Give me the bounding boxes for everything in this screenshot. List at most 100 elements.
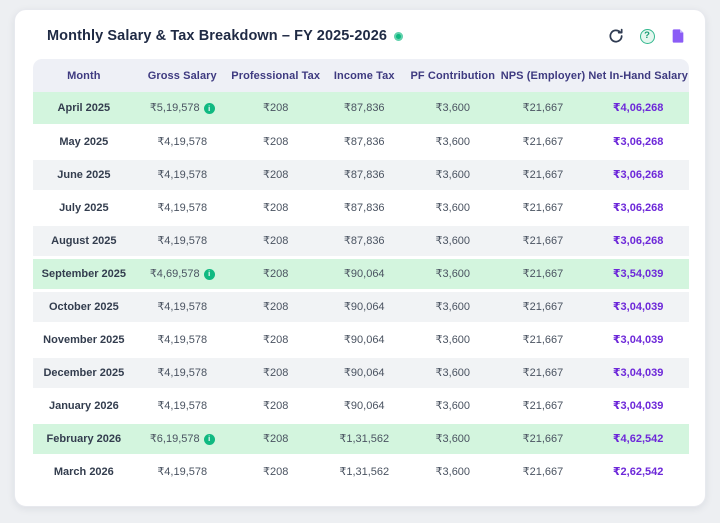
table-row[interactable]: February 2026 ₹6,19,578 i ₹208 ₹1,31,562 ₹3,6… [33,422,689,457]
cell-income-tax: ₹90,064 [321,257,407,292]
cell-net-in-hand: ₹3,06,268 [587,158,689,193]
cell-professional-tax: ₹208 [229,125,322,160]
cell-net-in-hand: ₹3,04,039 [587,323,689,358]
refresh-button[interactable] [607,27,625,45]
cell-income-tax: ₹90,064 [321,290,407,325]
cell-nps-employer: ₹21,667 [498,92,588,127]
col-header-nps-employer: NPS (Employer) [498,59,588,92]
col-header-income-tax: Income Tax [321,59,407,92]
cell-income-tax: ₹87,836 [321,224,407,259]
table-row[interactable]: July 2025 ₹4,19,578 ₹208 ₹87,836 ₹3,600 ₹21,6… [33,191,689,226]
gross-info-icon[interactable]: i [203,102,215,114]
table-row[interactable]: December 2025 ₹4,19,578 ₹208 ₹90,064 ₹3,600 ₹… [33,356,689,391]
cell-pf-contribution: ₹3,600 [406,92,499,127]
cell-gross-salary: ₹4,19,578 [134,125,230,160]
cell-month: December 2025 [33,356,135,391]
cell-income-tax: ₹87,836 [321,125,407,160]
cell-professional-tax: ₹208 [229,191,322,226]
cell-gross-salary: ₹4,19,578 [134,158,230,193]
cell-month: March 2026 [33,455,135,490]
cell-month: June 2025 [33,158,135,193]
cell-month: July 2025 [33,191,135,226]
help-icon: ? [639,28,655,44]
cell-month: November 2025 [33,323,135,358]
table-row[interactable]: May 2025 ₹4,19,578 ₹208 ₹87,836 ₹3,600 ₹21,66… [33,125,689,160]
cell-gross-salary: ₹4,69,578 i [134,257,230,292]
cell-professional-tax: ₹208 [229,158,322,193]
table-row[interactable]: April 2025 ₹5,19,578 i ₹208 ₹87,836 ₹3,600 ₹21… [33,92,689,127]
table-body: April 2025 ₹5,19,578 i ₹208 ₹87,836 ₹3,600 ₹21… [33,92,689,490]
status-dot-icon [394,31,404,41]
cell-gross-salary: ₹5,19,578 i [134,92,230,127]
cell-pf-contribution: ₹3,600 [406,257,499,292]
salary-table: Month Gross Salary Professional Tax Inco… [33,59,689,490]
cell-income-tax: ₹87,836 [321,92,407,127]
cell-pf-contribution: ₹3,600 [406,422,499,457]
cell-professional-tax: ₹208 [229,92,322,127]
table-row[interactable]: January 2026 ₹4,19,578 ₹208 ₹90,064 ₹3,600 ₹2… [33,389,689,424]
title-wrap: Monthly Salary & Tax Breakdown – FY 2025… [47,28,404,44]
cell-professional-tax: ₹208 [229,455,322,490]
cell-pf-contribution: ₹3,600 [406,158,499,193]
refresh-icon [608,28,624,44]
col-header-net-in-hand: Net In-Hand Salary [587,59,689,92]
cell-net-in-hand: ₹3,06,268 [587,224,689,259]
help-button[interactable]: ? [638,27,656,45]
cell-gross-salary: ₹4,19,578 [134,224,230,259]
gross-info-icon[interactable]: i [203,433,215,445]
cell-income-tax: ₹1,31,562 [321,455,407,490]
cell-income-tax: ₹87,836 [321,158,407,193]
export-document-button[interactable] [669,27,687,45]
gross-info-icon[interactable]: i [203,268,215,280]
cell-income-tax: ₹90,064 [321,356,407,391]
cell-net-in-hand: ₹2,62,542 [587,455,689,490]
cell-month: February 2026 [33,422,135,457]
header-actions: ? [607,27,687,45]
cell-nps-employer: ₹21,667 [498,455,588,490]
cell-nps-employer: ₹21,667 [498,389,588,424]
cell-pf-contribution: ₹3,600 [406,323,499,358]
cell-income-tax: ₹87,836 [321,191,407,226]
col-header-pf-contribution: PF Contribution [406,59,499,92]
table-row[interactable]: August 2025 ₹4,19,578 ₹208 ₹87,836 ₹3,600 ₹21… [33,224,689,259]
cell-professional-tax: ₹208 [229,422,322,457]
cell-professional-tax: ₹208 [229,389,322,424]
table-row[interactable]: November 2025 ₹4,19,578 ₹208 ₹90,064 ₹3,600 ₹… [33,323,689,358]
cell-pf-contribution: ₹3,600 [406,455,499,490]
cell-pf-contribution: ₹3,600 [406,191,499,226]
cell-pf-contribution: ₹3,600 [406,290,499,325]
cell-nps-employer: ₹21,667 [498,125,588,160]
cell-nps-employer: ₹21,667 [498,422,588,457]
cell-net-in-hand: ₹3,54,039 [587,257,689,292]
col-header-professional-tax: Professional Tax [229,59,322,92]
table-row[interactable]: October 2025 ₹4,19,578 ₹208 ₹90,064 ₹3,600 ₹2… [33,290,689,325]
cell-net-in-hand: ₹3,06,268 [587,125,689,160]
cell-nps-employer: ₹21,667 [498,356,588,391]
cell-nps-employer: ₹21,667 [498,191,588,226]
cell-professional-tax: ₹208 [229,323,322,358]
table-header: Month Gross Salary Professional Tax Inco… [33,59,689,92]
cell-nps-employer: ₹21,667 [498,290,588,325]
col-header-month: Month [33,59,135,92]
cell-professional-tax: ₹208 [229,290,322,325]
table-row[interactable]: June 2025 ₹4,19,578 ₹208 ₹87,836 ₹3,600 ₹21,6… [33,158,689,193]
cell-pf-contribution: ₹3,600 [406,125,499,160]
cell-gross-salary: ₹4,19,578 [134,290,230,325]
cell-net-in-hand: ₹3,04,039 [587,290,689,325]
cell-gross-salary: ₹6,19,578 i [134,422,230,457]
cell-nps-employer: ₹21,667 [498,224,588,259]
cell-gross-salary: ₹4,19,578 [134,323,230,358]
cell-gross-salary: ₹4,19,578 [134,356,230,391]
cell-nps-employer: ₹21,667 [498,323,588,358]
cell-month: April 2025 [33,92,135,127]
cell-income-tax: ₹90,064 [321,389,407,424]
card-header: Monthly Salary & Tax Breakdown – FY 2025… [33,27,689,45]
cell-professional-tax: ₹208 [229,257,322,292]
cell-gross-salary: ₹4,19,578 [134,389,230,424]
cell-income-tax: ₹90,064 [321,323,407,358]
table-row[interactable]: March 2026 ₹4,19,578 ₹208 ₹1,31,562 ₹3,600 ₹2… [33,455,689,490]
cell-professional-tax: ₹208 [229,356,322,391]
cell-net-in-hand: ₹3,04,039 [587,389,689,424]
table-row[interactable]: September 2025 ₹4,69,578 i ₹208 ₹90,064 ₹3,60… [33,257,689,292]
cell-nps-employer: ₹21,667 [498,158,588,193]
